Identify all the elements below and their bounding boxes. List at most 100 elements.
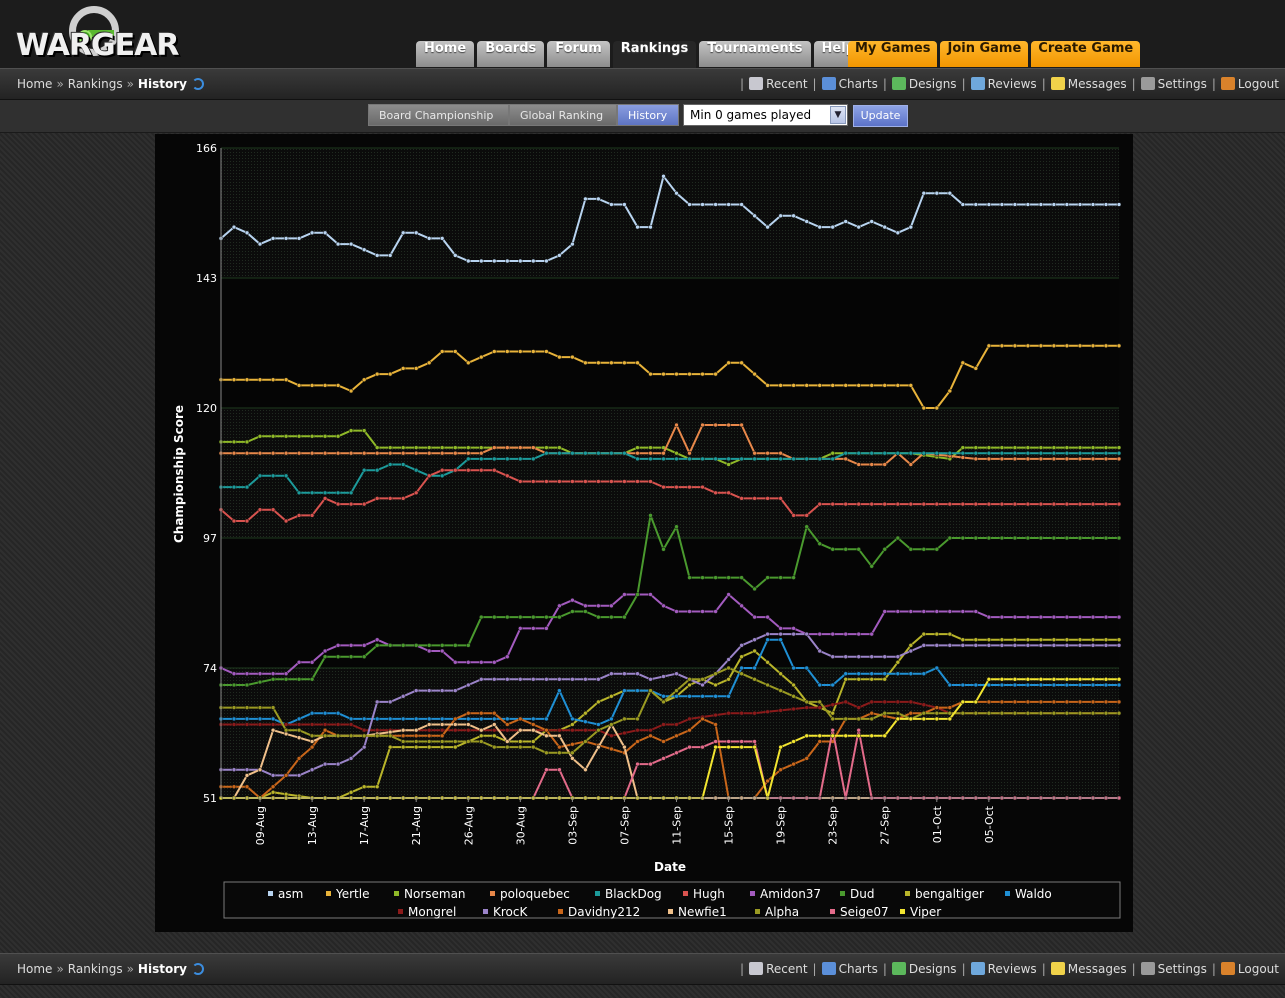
data-point (882, 671, 887, 676)
designs-icon (891, 962, 906, 975)
data-point (1090, 202, 1096, 207)
link-charts[interactable]: Charts (838, 77, 878, 91)
data-point (817, 648, 822, 654)
legend-entry-dud[interactable]: Dud (850, 887, 874, 901)
link-reviews[interactable]: Reviews (987, 962, 1037, 976)
data-point (778, 383, 783, 388)
series-line (221, 514, 1119, 686)
link-logout[interactable]: Logout (1237, 962, 1279, 976)
link-logout[interactable]: Logout (1237, 77, 1279, 91)
data-point (908, 609, 914, 614)
link-settings[interactable]: Settings (1157, 962, 1207, 976)
data-point (244, 439, 250, 445)
link-messages[interactable]: Messages (1067, 962, 1127, 976)
data-point (934, 190, 940, 196)
update-button[interactable]: Update (853, 105, 908, 127)
data-point (791, 626, 796, 631)
tab-rankings[interactable]: Rankings (612, 41, 697, 68)
data-point (1051, 699, 1057, 705)
link-settings[interactable]: Settings (1157, 77, 1207, 91)
data-point (726, 665, 731, 671)
tab-forum[interactable]: Forum (547, 41, 610, 67)
legend-entry-amidon37[interactable]: Amidon37 (760, 887, 821, 901)
data-point (335, 241, 341, 247)
data-point (947, 631, 953, 637)
legend-swatch (490, 891, 495, 896)
link-recent[interactable]: Recent (766, 77, 808, 91)
data-point (687, 456, 692, 462)
breadcrumb-home[interactable]: Home (17, 77, 53, 91)
data-point (856, 677, 861, 682)
data-point (335, 761, 341, 767)
link-charts[interactable]: Charts (838, 962, 878, 976)
breadcrumb-rankings[interactable]: Rankings (67, 77, 123, 91)
data-point (1012, 643, 1018, 648)
legend-entry-yertle[interactable]: Yertle (335, 887, 369, 901)
link-messages[interactable]: Messages (1067, 77, 1127, 91)
segment-global-ranking[interactable]: Global Ranking (509, 104, 617, 126)
data-point (453, 716, 458, 722)
data-point (400, 450, 406, 456)
data-point (466, 660, 471, 665)
refresh-icon[interactable] (191, 963, 204, 975)
data-point (1116, 710, 1122, 716)
data-point (531, 722, 536, 727)
min-games-select[interactable]: Min 0 games played ▼ (683, 104, 848, 126)
data-point (947, 609, 953, 614)
tab-create-game[interactable]: Create Game (1031, 41, 1141, 67)
refresh-icon[interactable] (191, 78, 204, 90)
link-separator: | (961, 77, 966, 91)
data-point (687, 371, 692, 377)
legend-entry-asm[interactable]: asm (278, 887, 303, 901)
legend-entry-newfie1[interactable]: Newfie1 (678, 905, 727, 919)
x-tick-label: 11-Sep (671, 806, 684, 845)
data-point (557, 445, 562, 450)
breadcrumb-home[interactable]: Home (17, 962, 53, 976)
link-designs[interactable]: Designs (908, 962, 957, 976)
data-point (830, 383, 835, 388)
tab-join-game[interactable]: Join Game (940, 41, 1029, 67)
data-point (1103, 202, 1109, 207)
legend-entry-hugh[interactable]: Hugh (693, 887, 725, 901)
data-point (387, 496, 393, 501)
site-logo[interactable]: WARGEAR (14, 6, 184, 64)
link-reviews[interactable]: Reviews (987, 77, 1037, 91)
data-point (453, 445, 458, 450)
tab-help[interactable]: Help (813, 41, 864, 67)
tab-tournaments[interactable]: Tournaments (699, 41, 811, 67)
chevron-down-icon[interactable]: ▼ (830, 106, 846, 124)
breadcrumb-rankings[interactable]: Rankings (67, 962, 123, 976)
legend-entry-seige07[interactable]: Seige07 (840, 905, 889, 919)
data-point (544, 450, 549, 456)
tab-home[interactable]: Home (416, 41, 475, 67)
legend-entry-poloquebec[interactable]: poloquebec (500, 887, 570, 901)
tab-boards[interactable]: Boards (477, 41, 545, 67)
data-point (466, 445, 471, 450)
legend-entry-waldo[interactable]: Waldo (1015, 887, 1052, 901)
data-point (322, 761, 328, 767)
breadcrumb-separator: » (126, 77, 134, 91)
link-recent[interactable]: Recent (766, 962, 808, 976)
legend-entry-mongrel[interactable]: Mongrel (408, 905, 456, 919)
data-point (869, 219, 874, 224)
data-point (908, 648, 914, 654)
segment-history[interactable]: History (617, 104, 679, 126)
data-point (231, 224, 237, 230)
legend-entry-davidny212[interactable]: Davidny212 (568, 905, 640, 919)
data-point (817, 705, 822, 710)
data-point (999, 445, 1005, 450)
legend-entry-bengaltiger[interactable]: bengaltiger (915, 887, 984, 901)
legend-entry-blackdog[interactable]: BlackDog (605, 887, 662, 901)
legend-entry-krock[interactable]: KrocK (493, 905, 528, 919)
legend-entry-norseman[interactable]: Norseman (404, 887, 466, 901)
segment-board-championship[interactable]: Board Championship (368, 104, 509, 126)
legend-entry-viper[interactable]: Viper (910, 905, 941, 919)
data-point (361, 727, 367, 733)
tab-my-games[interactable]: My Games (848, 41, 938, 67)
data-point (1064, 682, 1070, 688)
link-designs[interactable]: Designs (908, 77, 957, 91)
data-point (1038, 450, 1044, 456)
data-point (934, 716, 940, 722)
legend-entry-alpha[interactable]: Alpha (765, 905, 799, 919)
data-point (231, 716, 237, 722)
